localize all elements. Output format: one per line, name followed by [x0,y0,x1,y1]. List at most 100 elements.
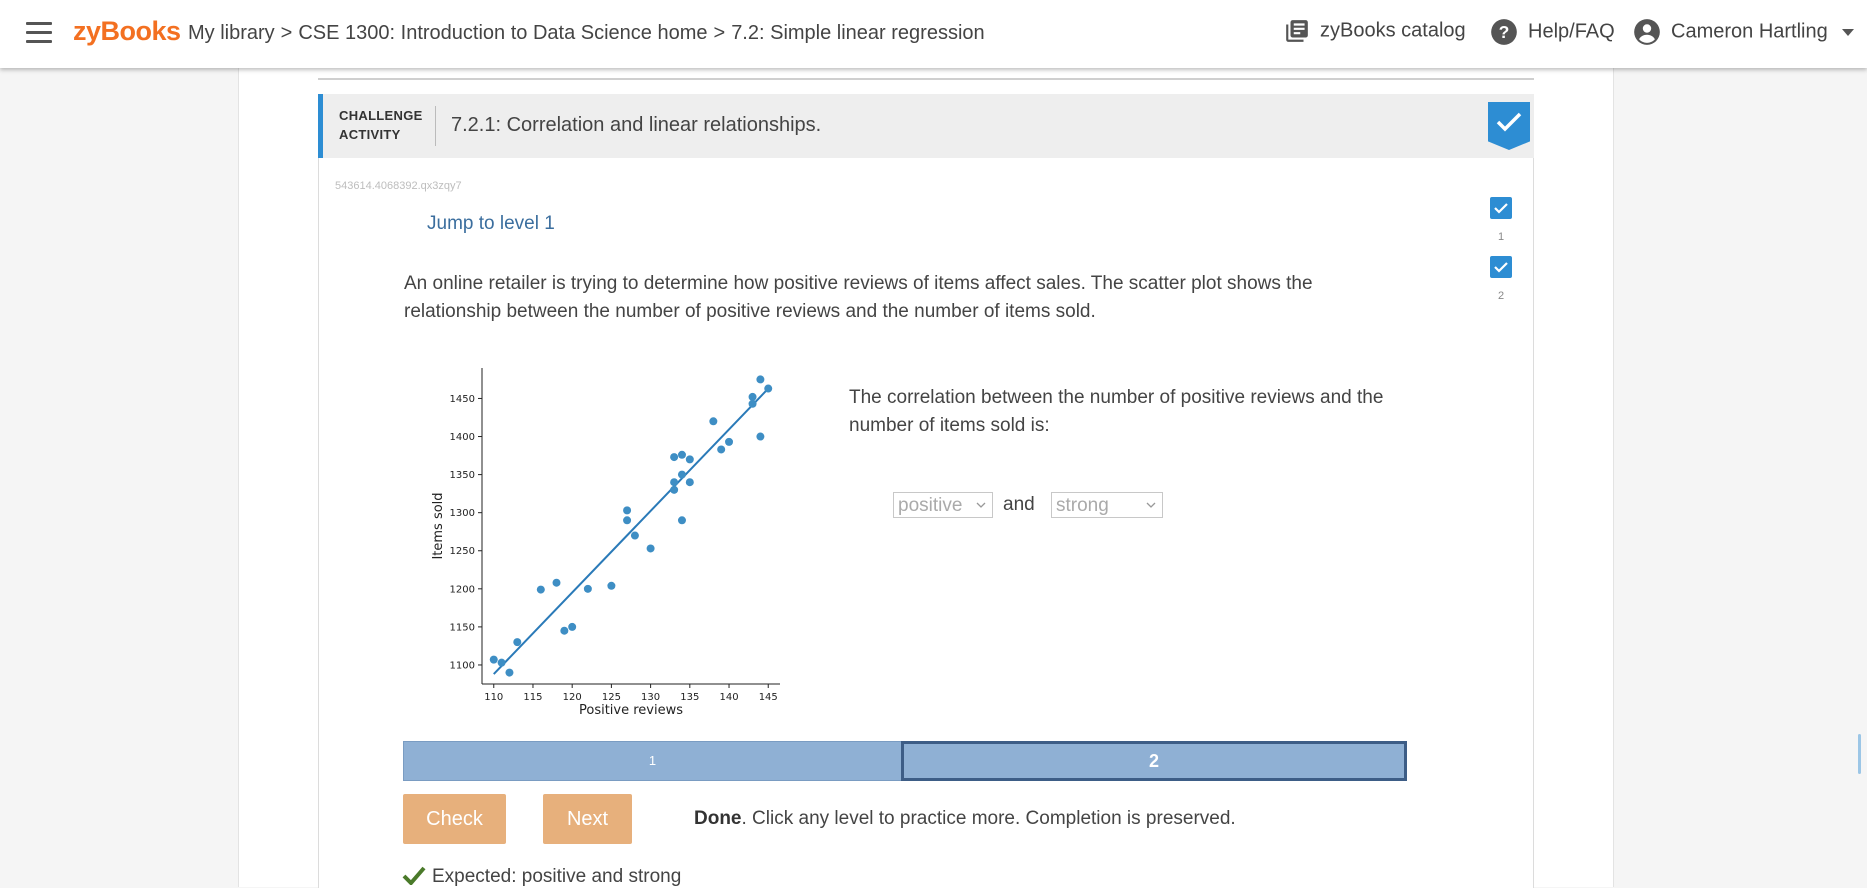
help-label: Help/FAQ [1528,20,1615,43]
data-point [677,516,686,525]
data-point [623,506,632,515]
x-tick-label: 120 [563,692,582,703]
jump-to-level-link[interactable]: Jump to level 1 [427,213,555,234]
activity-title: 7.2.1: Correlation and linear relationsh… [451,114,822,136]
data-point [552,578,561,587]
user-menu[interactable]: Cameron Hartling [1633,18,1855,46]
breadcrumb-separator: > [280,22,293,44]
strength-select-value: strong [1056,495,1109,516]
data-point [489,655,498,664]
check-icon [1496,112,1522,132]
data-point [670,453,679,462]
x-tick-label: 125 [602,692,621,703]
help-icon: ? [1491,19,1517,45]
expected-answer: Expected: positive and strong [402,865,681,888]
data-point [536,585,545,594]
scrollbar-thumb[interactable] [1858,734,1861,774]
header-divider [435,106,436,146]
data-point [685,478,694,487]
regression-line [493,387,769,675]
level-1-tab-label: 1 [648,753,657,768]
data-point [560,626,569,635]
data-point [607,581,616,590]
check-icon [1494,262,1508,273]
next-button[interactable]: Next [543,794,632,844]
level-1-tab[interactable]: 1 [403,741,902,781]
breadcrumb-my-library[interactable]: My library [188,22,275,44]
activity-header: CHALLENGE ACTIVITY 7.2.1: Correlation an… [318,94,1534,158]
y-tick-label: 1400 [450,432,475,443]
y-tick-label: 1300 [450,508,475,519]
y-tick-label: 1100 [450,660,475,671]
svg-text:?: ? [1499,22,1510,42]
data-point [505,668,514,677]
catalog-link[interactable]: zyBooks catalog [1284,18,1466,44]
menu-icon[interactable] [26,22,52,44]
y-tick-label: 1450 [450,394,475,405]
x-tick-label: 110 [484,692,503,703]
problem-prompt: An online retailer is trying to determin… [404,273,1313,322]
expected-text: Expected: positive and strong [432,866,682,887]
previous-section-divider [318,70,1534,80]
data-point [497,658,506,667]
data-point [677,450,686,459]
catalog-label: zyBooks catalog [1320,19,1466,42]
y-tick-label: 1250 [450,546,475,557]
help-link[interactable]: ? Help/FAQ [1490,18,1615,46]
check-button[interactable]: Check [403,794,506,844]
data-point [756,375,765,384]
level-2-number: 2 [1497,290,1505,302]
activity-id: 543614.4068392.qx3zqy7 [335,180,462,192]
x-tick-label: 145 [759,692,778,703]
breadcrumb: My library > CSE 1300: Introduction to Dat… [188,22,985,45]
x-tick-label: 135 [680,692,699,703]
zybooks-logo[interactable]: zyBooks [73,16,181,46]
check-icon [1494,203,1508,214]
breadcrumb-separator: > [713,22,726,44]
and-label: and [1003,494,1035,515]
data-point [670,478,679,487]
activity-type-line1: CHALLENGE [339,108,423,123]
chevron-down-icon [1146,502,1156,508]
data-point [717,445,726,454]
activity-type-line2: ACTIVITY [339,127,401,142]
y-tick-label: 1350 [450,470,475,481]
activity-type: CHALLENGE ACTIVITY [339,106,423,144]
top-bar: zyBooks My library > CSE 1300: Introductio… [0,0,1867,68]
library-books-icon [1286,20,1308,42]
y-axis-label: Items sold [431,492,446,559]
y-tick-label: 1200 [450,584,475,595]
direction-select[interactable]: positive [893,492,993,518]
level-2-tab[interactable]: 2 [901,741,1407,781]
breadcrumb-current-section: 7.2: Simple linear regression [731,22,985,44]
checkmark-icon [402,866,426,886]
data-point [709,417,718,426]
x-tick-label: 115 [523,692,542,703]
level-1-number: 1 [1497,231,1505,243]
level-2-indicator[interactable] [1490,256,1512,278]
data-point [685,455,694,464]
data-point [748,392,757,401]
question-text: The correlation between the number of po… [849,387,1384,436]
data-point [670,485,679,494]
data-point [583,584,592,593]
data-point [725,437,734,446]
user-name: Cameron Hartling [1671,20,1828,43]
data-point [764,384,773,393]
strength-select[interactable]: strong [1051,492,1163,518]
breadcrumb-course-home[interactable]: CSE 1300: Introduction to Data Science h… [298,22,708,44]
data-point [568,622,577,631]
caret-down-icon [1842,29,1855,36]
direction-select-value: positive [898,495,963,516]
data-point [756,432,765,441]
completion-message: Done. Click any level to practice more. … [694,808,1236,830]
data-point [677,470,686,479]
level-1-indicator[interactable] [1490,197,1512,219]
data-point [623,516,632,525]
x-tick-label: 140 [719,692,738,703]
account-icon [1634,19,1660,45]
done-label: Done [694,808,742,829]
x-tick-label: 130 [641,692,660,703]
data-point [513,638,522,647]
scatter-plot: 110 115 120 125 130 135 140 145 1100 1150 1200 1250… [431,368,780,718]
